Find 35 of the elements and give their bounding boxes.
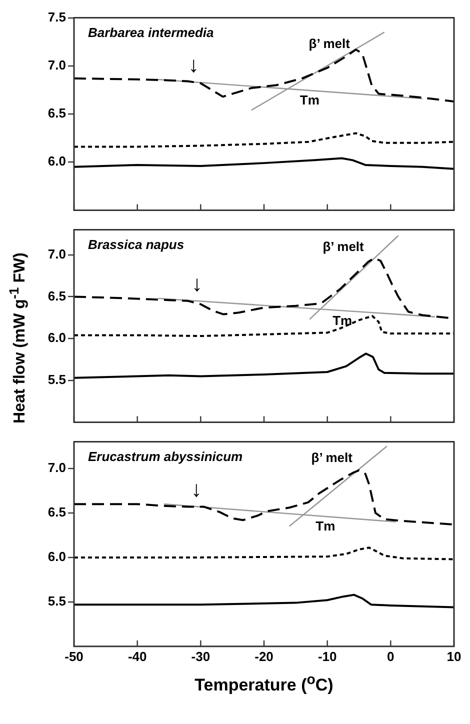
y-tick-label: 7.0 xyxy=(48,57,66,72)
line-series xyxy=(74,546,454,560)
y-tick-label: 7.0 xyxy=(48,460,66,476)
annotation: ↓ xyxy=(191,271,202,296)
x-axis-title: Temperature ($^{o}$C) xyxy=(194,672,334,696)
text: Erucastrum abyssinicum xyxy=(88,448,244,464)
annotation: ↓ xyxy=(188,52,200,78)
y-tick-label: 6.0 xyxy=(48,154,66,169)
annotation: Tm xyxy=(300,92,320,108)
line-series xyxy=(74,314,454,338)
annotation: ↓ xyxy=(190,476,202,502)
annotation: β’ melt xyxy=(308,36,351,51)
x-tick-label: -30 xyxy=(191,648,210,664)
y-tick-label: 5.5 xyxy=(48,594,66,608)
x-tick-label: 0 xyxy=(387,648,394,664)
text: Brassica napus xyxy=(88,236,184,252)
text: Barbarea intermedia xyxy=(88,24,214,40)
y-tick-label: 7.5 xyxy=(48,9,66,24)
y-tick-label: 6.0 xyxy=(48,330,66,346)
x-tick-label: -40 xyxy=(128,648,147,664)
x-tick-label: -50 xyxy=(64,648,84,664)
y-tick-label: 6.5 xyxy=(48,504,66,520)
y-tick-label: 7.0 xyxy=(48,246,66,262)
y-tick-label: 6.5 xyxy=(48,288,66,304)
y-tick-label: 5.5 xyxy=(48,372,66,387)
y-tick-label: 6.5 xyxy=(48,106,66,121)
annotation: Tm xyxy=(316,518,336,534)
annotation: β’ melt xyxy=(322,239,365,254)
x-tick-label: -20 xyxy=(254,648,274,664)
line-series xyxy=(74,132,454,148)
x-tick-label: -10 xyxy=(318,648,337,664)
x-tick-label: 10 xyxy=(446,648,462,664)
y-tick-label: 6.0 xyxy=(48,549,66,564)
annotation: Tm xyxy=(332,312,352,328)
annotation: β’ melt xyxy=(311,450,354,465)
